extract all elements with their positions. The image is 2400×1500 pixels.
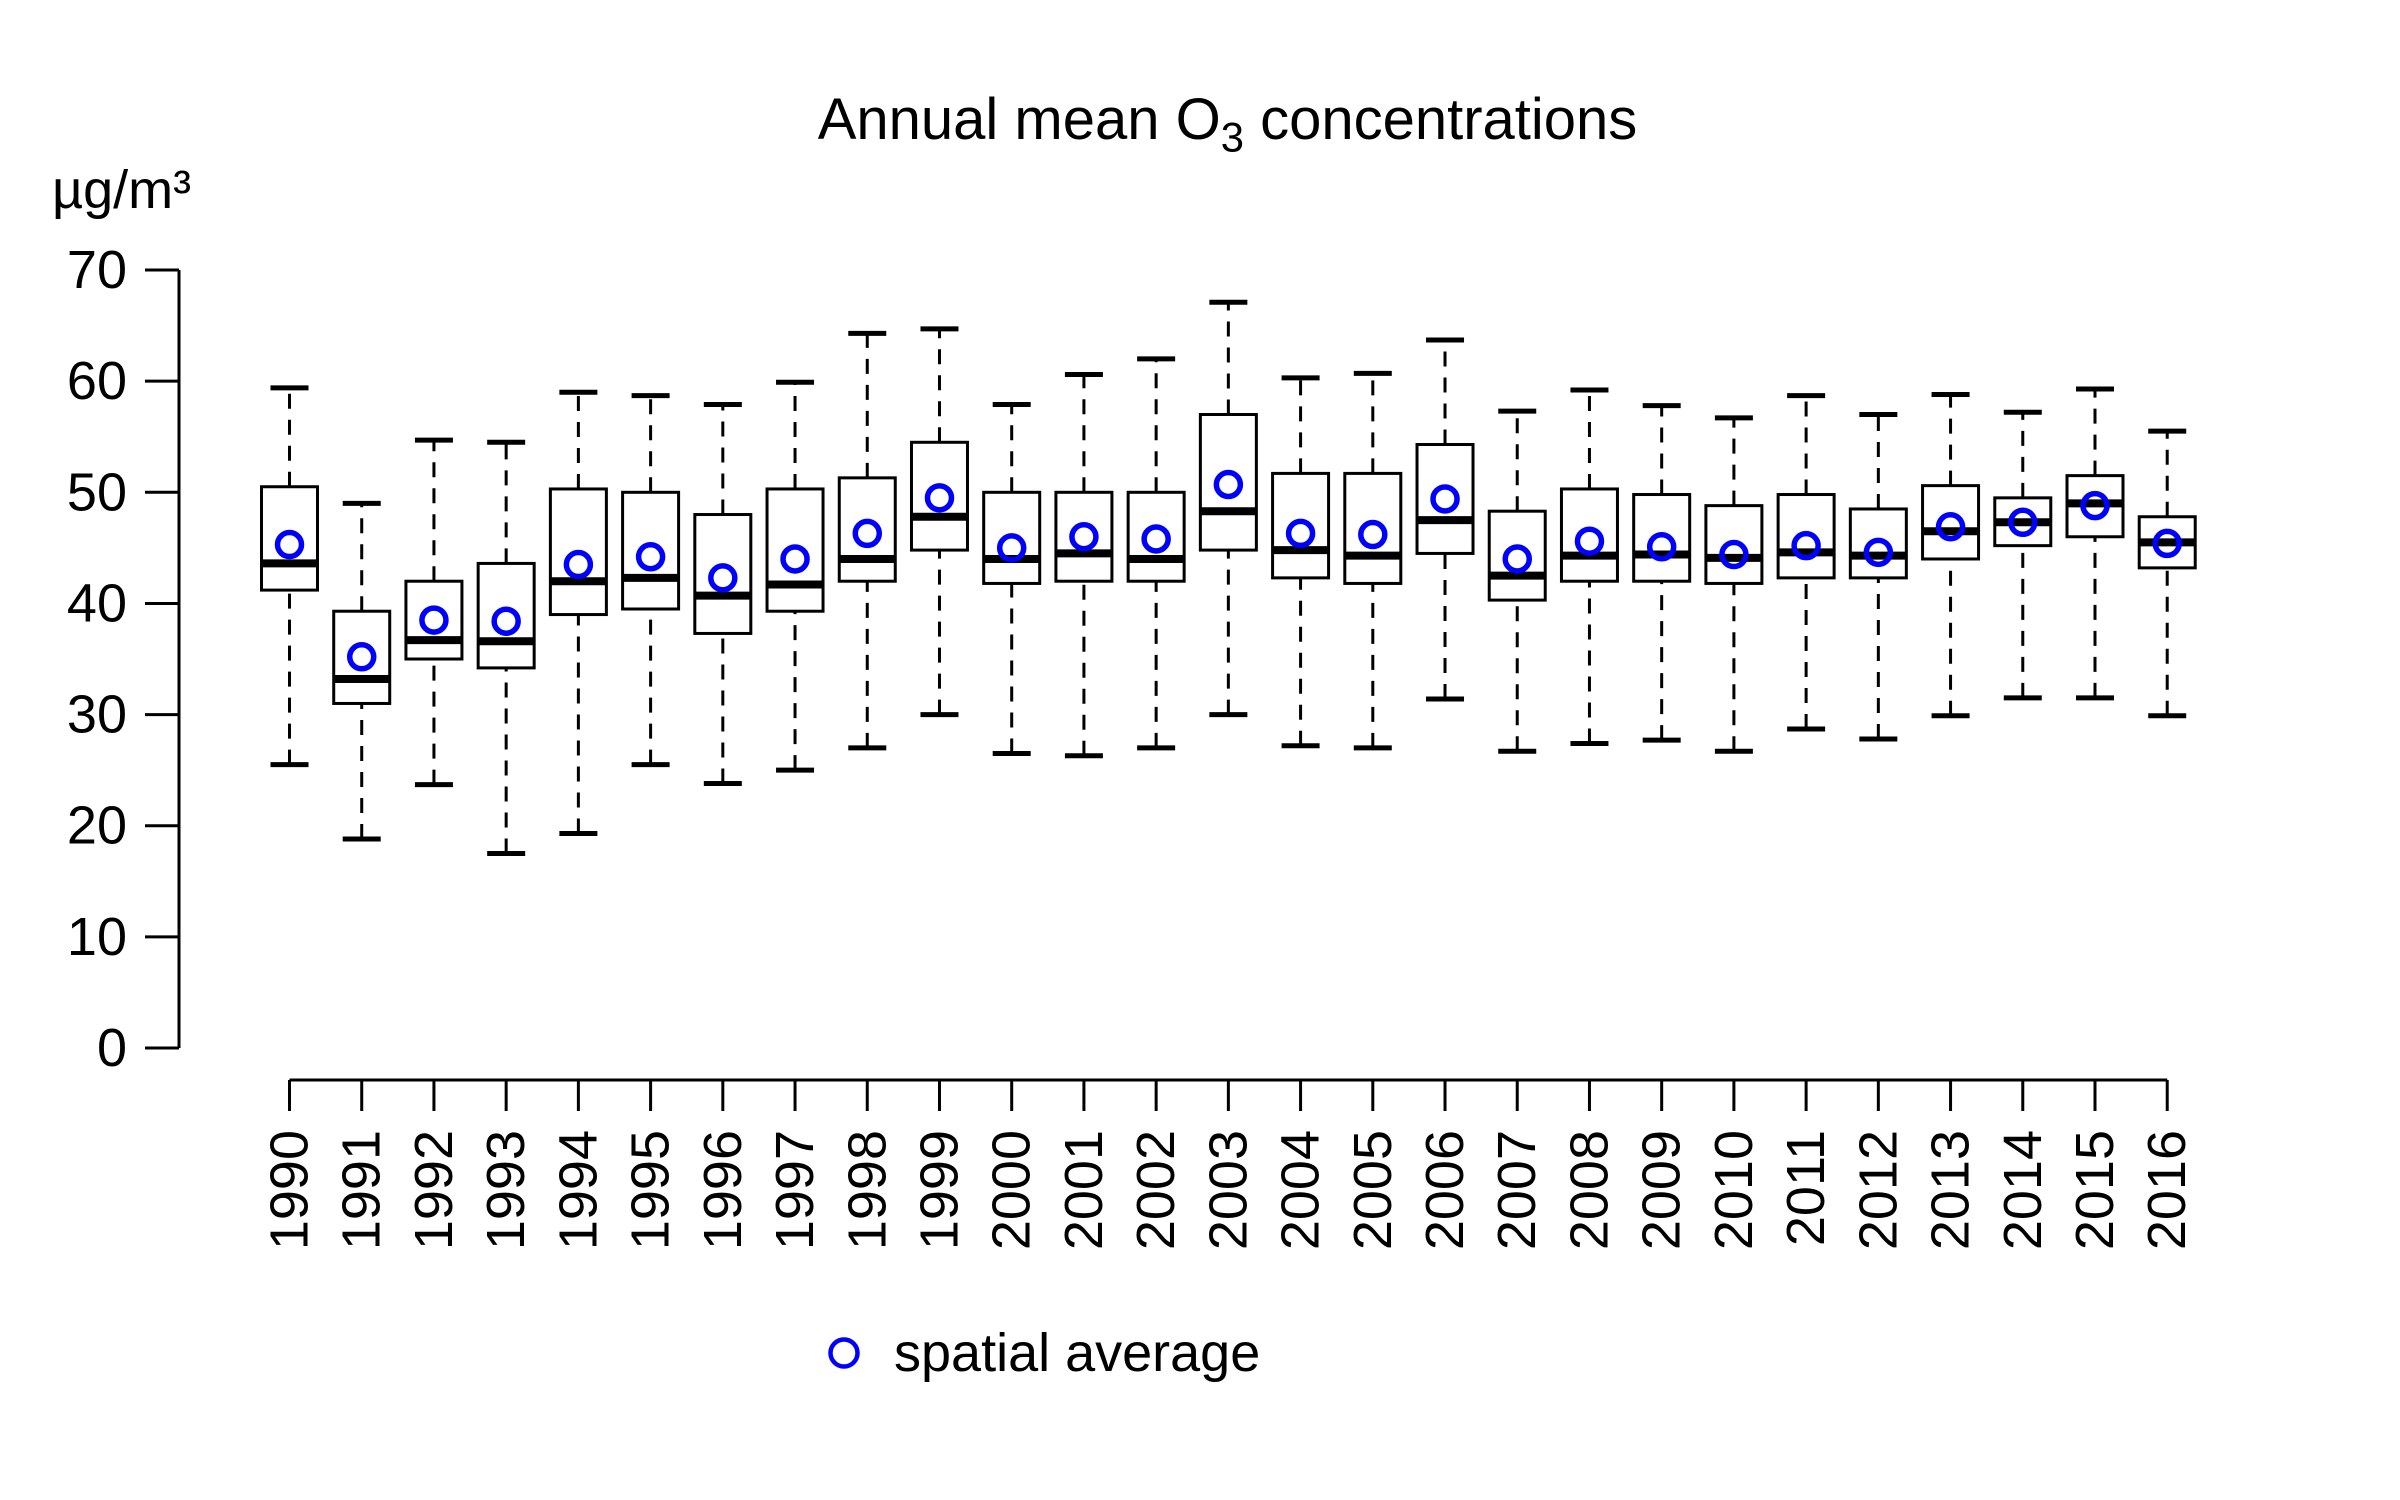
x-axis-tick-label: 1992 [404, 1130, 464, 1250]
x-axis-tick-label: 2016 [2137, 1130, 2197, 1250]
spatial-average-marker-1998 [852, 518, 883, 549]
x-axis-tick-label: 2008 [1559, 1130, 1619, 1250]
iqr-box-2013 [1921, 484, 1981, 561]
spatial-average-marker-2007 [1502, 544, 1532, 574]
chart-title-subscript: 3 [1220, 113, 1244, 161]
legend: spatial average [822, 1322, 1260, 1384]
x-axis-tick-label: 2002 [1126, 1130, 1186, 1250]
x-axis-tick-label: 2012 [1848, 1130, 1908, 1250]
spatial-average-marker-1997 [780, 544, 810, 574]
x-axis-tick-label: 2005 [1343, 1130, 1403, 1250]
iqr-box-1999 [909, 440, 969, 552]
iqr-box-1991 [332, 609, 392, 705]
y-axis-tick-label: 0 [97, 1018, 127, 1078]
spatial-average-marker-2002 [1141, 524, 1171, 554]
iqr-box-2009 [1632, 493, 1692, 583]
spatial-average-marker-2016 [2152, 528, 2182, 559]
x-axis-tick-label: 2004 [1271, 1130, 1331, 1250]
legend-label: spatial average [894, 1323, 1261, 1383]
chart-title-text: Annual mean O [817, 87, 1221, 152]
x-axis-tick-label: 2010 [1704, 1130, 1764, 1250]
spatial-average-marker-2003 [1213, 469, 1244, 500]
x-axis-tick-label: 1996 [693, 1130, 753, 1250]
iqr-box-2004 [1271, 471, 1331, 580]
x-axis-tick-label: 2014 [1993, 1130, 2053, 1250]
iqr-box-2006 [1415, 443, 1475, 555]
x-axis-tick-label: 1995 [621, 1130, 681, 1250]
spatial-average-marker-1993 [491, 606, 521, 636]
spatial-average-marker-1999 [924, 483, 955, 513]
iqr-box-2002 [1126, 490, 1186, 583]
x-axis-tick-label: 2000 [982, 1130, 1042, 1250]
chart-title: Annual mean O3 concentrations [0, 86, 2400, 158]
iqr-box-1998 [837, 476, 897, 583]
spatial-average-marker-2001 [1069, 522, 1099, 552]
x-axis-tick-label: 2009 [1632, 1130, 1692, 1250]
iqr-box-1992 [404, 579, 464, 661]
x-axis-tick-label: 1993 [476, 1130, 536, 1250]
x-axis-tick-label: 2001 [1054, 1130, 1114, 1250]
spatial-average-marker-1992 [419, 605, 449, 635]
spatial-average-marker-1996 [708, 563, 738, 593]
x-axis-tick-label: 2006 [1415, 1130, 1475, 1250]
iqr-box-2008 [1559, 487, 1619, 583]
iqr-box-2001 [1054, 490, 1114, 583]
x-axis-tick-label: 1998 [837, 1130, 897, 1250]
spatial-average-marker-2015 [2080, 490, 2110, 521]
iqr-box-2012 [1848, 507, 1908, 580]
iqr-box-2003 [1198, 413, 1258, 552]
spatial-average-marker-1990 [274, 529, 305, 560]
spatial-average-marker-1994 [563, 549, 594, 580]
iqr-box-1993 [476, 561, 536, 670]
x-axis-tick-label: 2003 [1198, 1130, 1258, 1250]
x-axis-tick-label: 2015 [2065, 1130, 2125, 1250]
spatial-average-marker-2005 [1358, 519, 1388, 550]
y-axis-tick-label: 70 [67, 240, 127, 300]
spatial-average-marker-2010 [1719, 539, 1749, 570]
spatial-average-marker-1995 [635, 542, 666, 572]
x-axis-tick-label: 1994 [548, 1130, 608, 1250]
spatial-average-marker-2014 [2008, 507, 2038, 538]
spatial-average-marker-2008 [1574, 526, 1605, 556]
spatial-average-marker-2012 [1863, 537, 1894, 568]
y-axis-tick-label: 10 [67, 907, 127, 967]
iqr-box-1996 [693, 513, 753, 635]
y-axis-tick-label: 30 [67, 685, 127, 745]
y-axis-tick-label: 20 [67, 796, 127, 856]
legend-marker-circle-icon [828, 1337, 860, 1369]
x-axis-tick-label: 2011 [1776, 1130, 1836, 1246]
iqr-box-1997 [765, 487, 825, 613]
spatial-average-marker-2006 [1430, 484, 1460, 514]
x-axis-tick-label: 1997 [765, 1130, 825, 1250]
x-axis-tick-label: 1990 [260, 1130, 320, 1250]
iqr-box-1990 [260, 485, 319, 592]
y-axis-tick-label: 40 [67, 573, 127, 633]
x-axis-tick-label: 1991 [332, 1130, 392, 1250]
spatial-average-marker-2011 [1791, 530, 1821, 561]
spatial-average-marker-2013 [1935, 512, 1966, 542]
x-axis-tick-label: 2007 [1487, 1130, 1547, 1250]
spatial-average-marker-1991 [346, 642, 377, 672]
iqr-box-2007 [1487, 509, 1547, 602]
y-axis-tick-label: 60 [67, 351, 127, 411]
y-axis-unit-label: µg/m³ [52, 160, 191, 220]
spatial-average-marker-2000 [996, 533, 1027, 563]
iqr-box-1995 [621, 490, 681, 611]
spatial-average-marker-2009 [1646, 532, 1677, 562]
x-axis-tick-label: 1999 [909, 1130, 969, 1250]
spatial-average-marker-2004 [1285, 518, 1316, 549]
chart-title-text-end: concentrations [1243, 87, 1638, 152]
iqr-box-2005 [1343, 471, 1403, 585]
y-axis-tick-label: 50 [67, 462, 127, 522]
x-axis-tick-label: 2013 [1921, 1130, 1981, 1250]
